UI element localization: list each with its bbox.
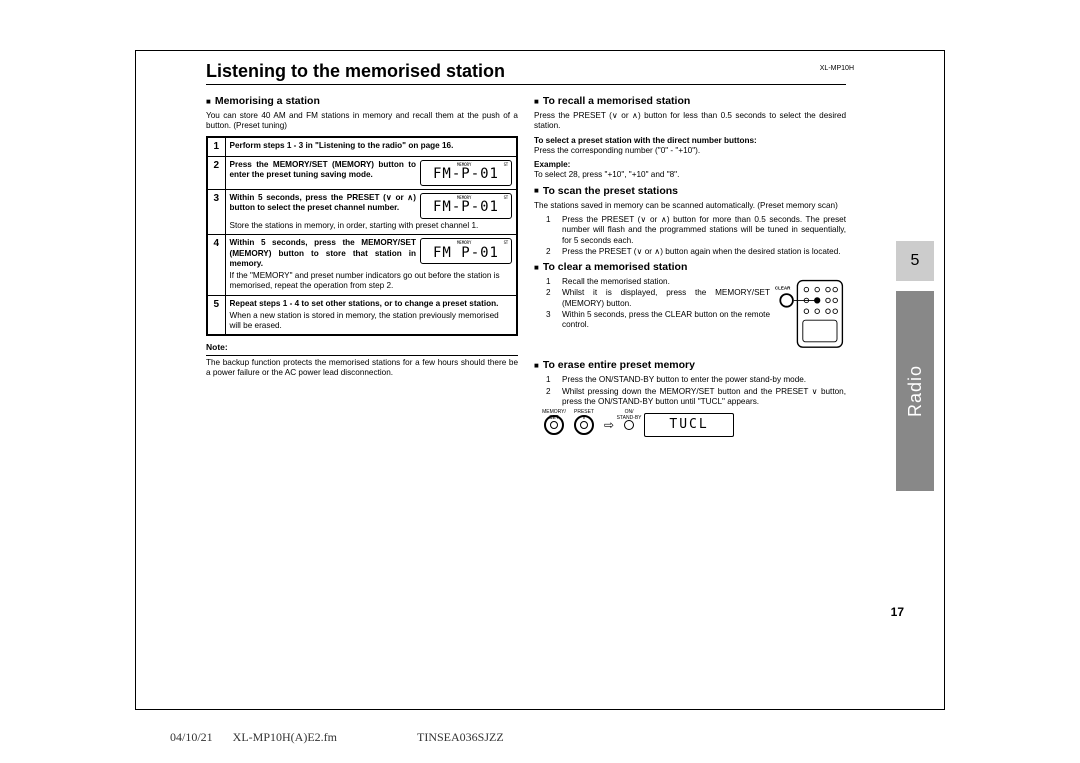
step-4-text: Within 5 seconds, press the MEMORY/SET (… (230, 238, 417, 269)
scan-item-1: Press the PRESET (∨ or ∧) button for mor… (562, 215, 846, 246)
erase-item-1: Press the ON/STAND-BY button to enter th… (562, 375, 846, 385)
left-column: Memorising a station You can store 40 AM… (206, 91, 518, 437)
remote-control-icon: CLEAR (774, 277, 846, 349)
step-row-2: 2 Press the MEMORY/SET (MEMORY) button t… (207, 157, 517, 190)
clear-item-2: Whilst it is displayed, press the MEMORY… (562, 288, 770, 309)
clear-item-3: Within 5 seconds, press the CLEAR button… (562, 310, 770, 331)
clear-item-1: Recall the memorised station. (562, 277, 770, 287)
steps-table: 1 Perform steps 1 - 3 in "Listening to t… (206, 136, 518, 337)
step-3-sub: Store the stations in memory, in order, … (230, 221, 513, 231)
example-label: Example: (534, 160, 846, 170)
recall-text: Press the PRESET (∨ or ∧) button for les… (534, 111, 846, 132)
step-3-text: Within 5 seconds, press the PRESET (∨ or… (230, 193, 417, 214)
list-num: 3 (546, 310, 556, 331)
step-row-4: 4 Within 5 seconds, press the MEMORY/SET… (207, 235, 517, 295)
example-text: To select 28, press "+10", "+10" and "8"… (534, 170, 846, 180)
recall-sub-head: To select a preset station with the dire… (534, 136, 846, 146)
chapter-number-tab: 5 (896, 241, 934, 281)
step-5-text: Repeat steps 1 - 4 to set other stations… (230, 299, 513, 309)
preset-down-button-icon: PRESET ∨ (574, 415, 594, 435)
lcd-display-2: MEMORYST FM-P-01 (420, 160, 512, 186)
step-content: Press the MEMORY/SET (MEMORY) button to … (225, 157, 517, 190)
section-clear: To clear a memorised station (534, 261, 846, 274)
chapter-sidebar: Radio (896, 291, 934, 491)
model-code: XL-MP10H (820, 65, 854, 72)
footer-file: XL-MP10H(A)E2.fm (233, 730, 337, 745)
section-memorising: Memorising a station (206, 95, 518, 108)
step-num: 2 (207, 157, 225, 190)
page-title: Listening to the memorised station (206, 61, 866, 82)
footer-code: TINSEA036SJZZ (417, 730, 504, 745)
lcd-display-3: MEMORYST FM-P-01 (420, 193, 512, 219)
note-underline (206, 355, 518, 356)
step-row-5: 5 Repeat steps 1 - 4 to set other statio… (207, 295, 517, 335)
list-num: 1 (546, 375, 556, 385)
list-num: 2 (546, 247, 556, 257)
scan-list: 1Press the PRESET (∨ or ∧) button for mo… (546, 215, 846, 257)
section-erase: To erase entire preset memory (534, 359, 846, 372)
clear-block: CLEAR 1 Recall the memorised station. 2 Wh… (534, 277, 846, 349)
chapter-number: 5 (911, 252, 920, 270)
step-1-text: Perform steps 1 - 3 in "Listening to the… (230, 141, 454, 150)
section-recall: To recall a memorised station (534, 95, 846, 108)
erase-item-2: Whilst pressing down the MEMORY/SET butt… (562, 387, 846, 408)
clear-label: CLEAR (775, 286, 791, 291)
section-scan: To scan the preset stations (534, 185, 846, 198)
two-column-layout: Memorising a station You can store 40 AM… (206, 91, 866, 437)
right-column: To recall a memorised station Press the … (534, 91, 846, 437)
content-area: XL-MP10H Listening to the memorised stat… (206, 61, 866, 437)
step-2-text: Press the MEMORY/SET (MEMORY) button to … (230, 160, 417, 181)
scan-item-2: Press the PRESET (∨ or ∧) button again w… (562, 247, 846, 257)
scan-intro: The stations saved in memory can be scan… (534, 201, 846, 211)
arrow-right-icon: ⇨ (604, 418, 614, 433)
step-content: Within 5 seconds, press the PRESET (∨ or… (225, 190, 517, 235)
list-num: 2 (546, 387, 556, 408)
step-5-sub: When a new station is stored in memory, … (230, 311, 513, 332)
lcd-display-tucl: TUCL (644, 413, 734, 437)
page-number: 17 (891, 605, 904, 619)
btn-label-standby: ON/ STAND-BY (617, 409, 642, 422)
erase-list: 1 Press the ON/STAND-BY button to enter t… (546, 375, 846, 407)
list-num: 1 (546, 215, 556, 246)
recall-sub: Press the corresponding number ("0" - "+… (534, 146, 846, 156)
chapter-label: Radio (905, 365, 926, 417)
note-text: The backup function protects the memoris… (206, 358, 518, 379)
step-row-1: 1 Perform steps 1 - 3 in "Listening to t… (207, 137, 517, 157)
lcd-display-4: MEMORYST FM P-01 (420, 238, 512, 264)
step-content: Within 5 seconds, press the MEMORY/SET (… (225, 235, 517, 295)
tucl-text: TUCL (669, 417, 708, 433)
btn-label-preset: PRESET ∨ (574, 409, 594, 422)
page-frame: 5 Radio XL-MP10H Listening to the memori… (135, 50, 945, 710)
list-num: 1 (546, 277, 556, 287)
step-num: 1 (207, 137, 225, 157)
step-content: Repeat steps 1 - 4 to set other stations… (225, 295, 517, 335)
note-label: Note: (206, 342, 518, 353)
step-num: 3 (207, 190, 225, 235)
memorising-intro: You can store 40 AM and FM stations in m… (206, 111, 518, 132)
step-4-sub: If the "MEMORY" and preset number indica… (230, 271, 513, 292)
footer: 04/10/21 XL-MP10H(A)E2.fm TINSEA036SJZZ (170, 730, 910, 745)
step-content: Perform steps 1 - 3 in "Listening to the… (225, 137, 517, 157)
button-diagram: MEMORY/ SET PRESET ∨ ⇨ ON/ STAND-BY TUCL (544, 413, 846, 437)
step-num: 5 (207, 295, 225, 335)
title-underline (206, 84, 846, 85)
list-num: 2 (546, 288, 556, 309)
btn-label-memory: MEMORY/ SET (542, 409, 566, 422)
step-num: 4 (207, 235, 225, 295)
footer-date: 04/10/21 (170, 730, 213, 745)
step-row-3: 3 Within 5 seconds, press the PRESET (∨ … (207, 190, 517, 235)
standby-button-icon: ON/ STAND-BY (624, 420, 634, 430)
memory-set-button-icon: MEMORY/ SET (544, 415, 564, 435)
